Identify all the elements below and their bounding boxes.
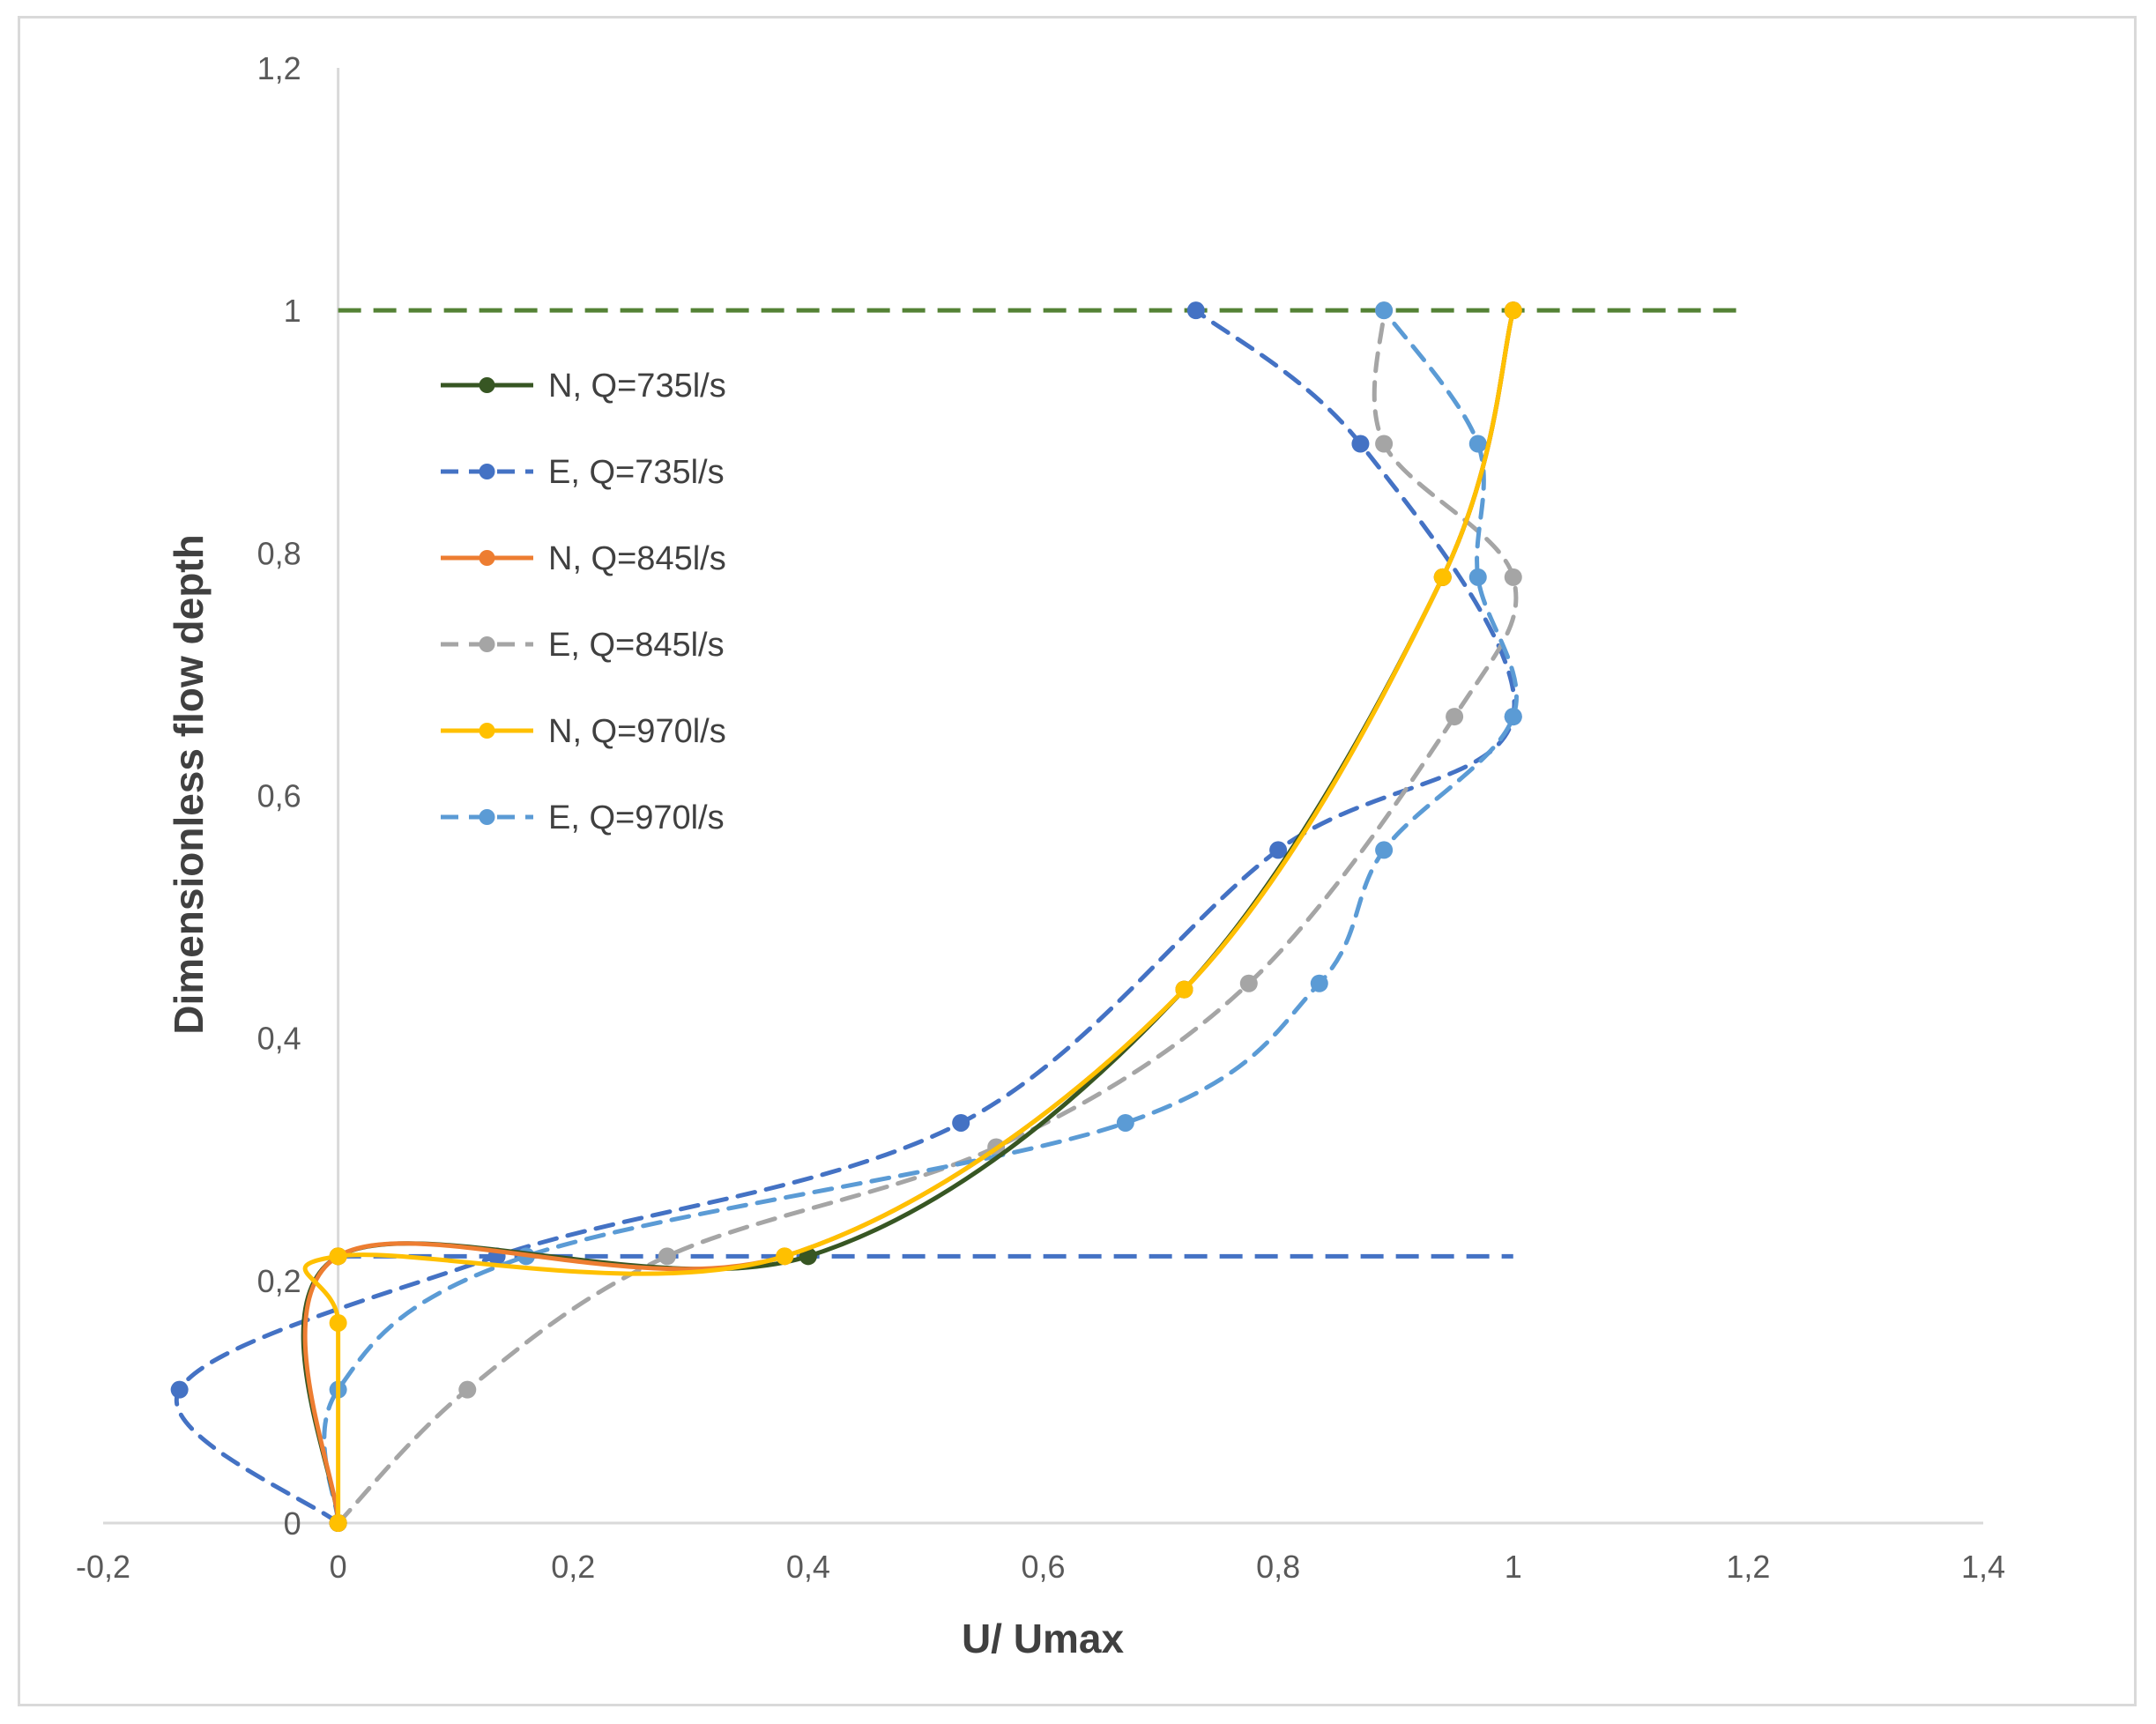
legend: N, Q=735l/s E, Q=735l/s N, Q=845l/s E, Q=84… xyxy=(441,368,726,836)
y-tick-label: 1,2 xyxy=(257,50,301,86)
chart-frame xyxy=(18,16,2137,1706)
series-line xyxy=(322,308,1519,1526)
y-tick-label: 0,4 xyxy=(257,1021,301,1057)
data-point xyxy=(1186,301,1205,320)
x-tick-label: 0,4 xyxy=(786,1549,830,1585)
x-axis-title: U/ Umax xyxy=(962,1616,1124,1661)
data-point xyxy=(1351,435,1370,453)
data-point xyxy=(329,1247,347,1266)
data-point xyxy=(329,1514,347,1532)
x-tick-label: -0,2 xyxy=(76,1549,130,1585)
legend-label: N, Q=970l/s xyxy=(548,713,726,750)
data-point xyxy=(1239,974,1258,992)
series-layer xyxy=(170,301,1749,1532)
x-tick-label: 1,4 xyxy=(1961,1549,2005,1585)
data-point xyxy=(1375,301,1394,320)
data-point xyxy=(170,1380,189,1399)
y-tick-label: 0 xyxy=(284,1505,301,1542)
legend-marker xyxy=(479,723,495,739)
data-point xyxy=(952,1113,970,1132)
legend-label: E, Q=970l/s xyxy=(548,799,725,836)
legend-marker xyxy=(479,636,495,652)
y-tick-label: 1 xyxy=(284,293,301,329)
y-tick-label: 0,6 xyxy=(257,778,301,814)
legend-marker xyxy=(479,550,495,566)
series-line xyxy=(302,308,1516,1526)
series-line xyxy=(175,308,1517,1526)
data-point xyxy=(329,1313,347,1332)
data-point xyxy=(1468,435,1487,453)
data-point xyxy=(658,1247,676,1266)
legend-marker xyxy=(479,464,495,479)
legend-label: N, Q=845l/s xyxy=(548,540,726,577)
x-tick-label: 1,2 xyxy=(1726,1549,1770,1585)
data-point xyxy=(1375,841,1394,859)
data-point xyxy=(1468,568,1487,586)
legend-label: E, Q=735l/s xyxy=(548,454,725,491)
y-tick-label: 0,8 xyxy=(257,535,301,571)
data-point xyxy=(776,1247,794,1266)
data-point xyxy=(1116,1113,1134,1132)
data-point xyxy=(1433,568,1452,586)
data-point xyxy=(1269,841,1288,859)
data-point xyxy=(1310,974,1328,992)
series-line xyxy=(336,308,1519,1526)
series-line xyxy=(302,308,1516,1526)
data-point xyxy=(1504,568,1522,586)
x-tick-label: 0,8 xyxy=(1256,1549,1300,1585)
x-tick-label: 0,6 xyxy=(1021,1549,1065,1585)
x-tick-label: 0,2 xyxy=(551,1549,595,1585)
y-axis-title: Dimensionless flow depth xyxy=(166,534,212,1034)
data-point xyxy=(1375,435,1394,453)
y-tick-label: 0,2 xyxy=(257,1263,301,1299)
legend-label: N, Q=735l/s xyxy=(548,368,726,405)
data-point xyxy=(1504,708,1522,726)
axes-layer: -0,2 0 0,2 0,4 0,6 0,8 1 1,2 1,4 0 0,2 0,4 0,6 0,8 1 1,… xyxy=(76,50,2005,1585)
x-tick-label: 0 xyxy=(330,1549,347,1585)
data-point xyxy=(458,1380,477,1399)
x-tick-label: 1 xyxy=(1505,1549,1522,1585)
data-point xyxy=(1504,301,1522,320)
data-point xyxy=(1175,980,1193,999)
legend-marker xyxy=(479,809,495,825)
series-line xyxy=(301,308,1516,1526)
legend-marker xyxy=(479,377,495,393)
data-point xyxy=(1446,708,1464,726)
legend-label: E, Q=845l/s xyxy=(548,627,725,664)
